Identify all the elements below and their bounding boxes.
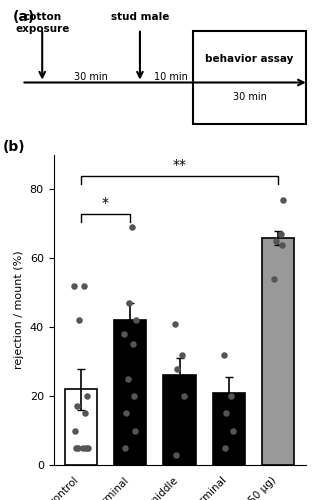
Point: [180, 351, 185, 359]
Point: [73, 444, 78, 452]
Point: [126, 299, 131, 307]
Text: (b): (b): [3, 140, 26, 154]
Point: [134, 316, 139, 324]
Point: [81, 444, 86, 452]
Bar: [262, 238, 295, 465]
Text: 30 min: 30 min: [74, 72, 108, 83]
Text: **: **: [173, 158, 186, 172]
Point: [76, 444, 81, 452]
Point: [129, 224, 134, 232]
Point: [81, 282, 86, 290]
Text: (a): (a): [13, 10, 35, 24]
Point: [82, 410, 87, 418]
Point: [281, 196, 286, 204]
Point: [273, 237, 278, 245]
Point: [122, 330, 127, 338]
Point: [123, 444, 128, 452]
Point: [175, 364, 180, 372]
Point: [83, 444, 88, 452]
Text: behavior assay: behavior assay: [205, 54, 294, 64]
Point: [86, 444, 91, 452]
Point: [272, 275, 277, 283]
Point: [124, 410, 129, 418]
Point: [181, 392, 186, 400]
FancyBboxPatch shape: [193, 31, 306, 124]
Point: [230, 426, 235, 434]
Point: [222, 444, 227, 452]
Point: [278, 230, 284, 238]
Bar: [65, 389, 97, 465]
Point: [132, 392, 137, 400]
Text: cotton
exposure: cotton exposure: [15, 12, 69, 34]
Point: [71, 282, 76, 290]
Text: 10 min: 10 min: [154, 72, 188, 83]
Point: [173, 450, 178, 458]
Text: *: *: [102, 196, 109, 210]
Point: [77, 316, 82, 324]
Bar: [163, 376, 196, 465]
Bar: [213, 392, 245, 465]
Text: 30 min: 30 min: [232, 92, 266, 102]
Point: [84, 392, 89, 400]
Point: [130, 340, 135, 348]
Y-axis label: rejection / mount (%): rejection / mount (%): [14, 250, 24, 370]
Point: [280, 240, 285, 248]
Point: [221, 351, 226, 359]
Point: [125, 375, 130, 383]
Point: [224, 410, 229, 418]
Bar: [114, 320, 146, 465]
Point: [133, 426, 138, 434]
Point: [72, 426, 77, 434]
Point: [172, 320, 177, 328]
Point: [74, 402, 79, 410]
Text: stud male: stud male: [111, 12, 169, 22]
Point: [229, 392, 234, 400]
